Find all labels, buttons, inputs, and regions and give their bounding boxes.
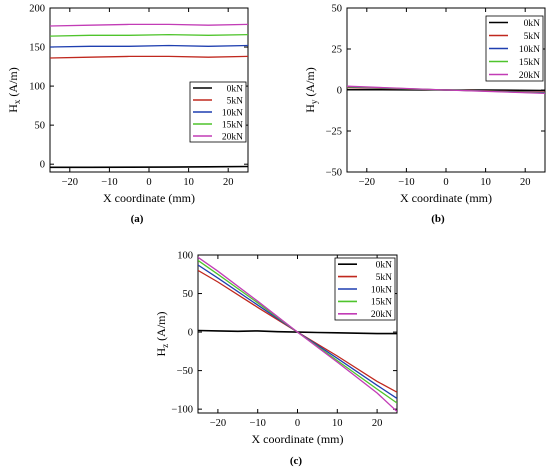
x-tick-label: 20 (372, 418, 383, 429)
x-tick-label: −10 (249, 418, 265, 429)
x-tick-label: 10 (332, 418, 343, 429)
legend: 0kN 5kN 10kN 15kN 20kN (189, 81, 247, 143)
series-line-0kN (50, 165, 248, 169)
legend-label-5kN: 5kN (376, 273, 393, 283)
x-tick-label: −10 (101, 177, 117, 188)
legend-label-0kN: 0kN (376, 261, 393, 271)
legend-label-5kN: 5kN (227, 96, 244, 106)
x-tick-label: 20 (520, 177, 531, 188)
x-tick-label: −20 (359, 177, 375, 188)
series-line-20kN (347, 85, 545, 95)
panel-label: (a) (131, 213, 144, 225)
panel-label: (b) (431, 213, 445, 225)
chart-panel-b: −20 −10 0 10 20 −50 −25 0 25 50 X coordinate (mm) H… (303, 4, 546, 225)
x-tick-label: −20 (210, 418, 226, 429)
y-tick-label: 50 (35, 121, 46, 132)
x-tick-label: −20 (62, 177, 78, 188)
series-line-5kN (50, 55, 248, 59)
y-tick-label: 100 (29, 82, 45, 93)
series-line-20kN (50, 23, 248, 27)
legend: 0kN 5kN 10kN 15kN 20kN (485, 15, 544, 82)
x-tick-label: 10 (183, 177, 194, 188)
legend-label-10kN: 10kN (519, 45, 540, 55)
y-axis-label: Hx (A/m) (6, 67, 22, 113)
x-tick-label: −10 (398, 177, 414, 188)
y-tick-label: 0 (188, 328, 193, 339)
legend-label-5kN: 5kN (524, 32, 541, 42)
y-tick-label: 50 (183, 289, 194, 300)
legend-label-20kN: 20kN (519, 71, 540, 81)
y-tick-label: 0 (337, 86, 342, 97)
y-tick-label: 50 (332, 4, 343, 15)
legend-label-15kN: 15kN (371, 298, 392, 308)
x-tick-label: 0 (295, 418, 300, 429)
x-tick-label: 20 (223, 177, 234, 188)
x-tick-label: 0 (146, 177, 151, 188)
x-axis-label: X coordinate (mm) (400, 191, 492, 205)
y-tick-label: 150 (29, 43, 45, 54)
y-tick-label: 100 (177, 251, 193, 262)
legend-label-20kN: 20kN (371, 310, 392, 320)
series-line-15kN (50, 33, 248, 37)
y-tick-label: −50 (177, 366, 193, 377)
legend-label-20kN: 20kN (222, 132, 243, 142)
y-tick-label: −25 (326, 127, 342, 138)
legend-label-0kN: 0kN (227, 84, 244, 94)
y-tick-label: −100 (171, 405, 193, 416)
legend-label-10kN: 10kN (222, 108, 243, 118)
x-axis-label: X coordinate (mm) (252, 432, 344, 446)
x-axis-label: X coordinate (mm) (103, 191, 195, 205)
y-axis-label: Hz (A/m) (154, 311, 170, 356)
series-line-20kN (198, 256, 397, 412)
legend-label-15kN: 15kN (222, 120, 243, 130)
legend-label-10kN: 10kN (371, 285, 392, 295)
x-tick-label: 0 (443, 177, 448, 188)
legend-label-15kN: 15kN (519, 58, 540, 68)
y-tick-label: 0 (40, 160, 45, 171)
x-tick-label: 10 (480, 177, 491, 188)
y-tick-label: 25 (332, 45, 343, 56)
y-tick-label: −50 (326, 168, 342, 179)
panel-label: (c) (290, 455, 303, 467)
legend: 0kN 5kN 10kN 15kN 20kN (334, 257, 396, 321)
series-line-10kN (50, 44, 248, 48)
legend-label-0kN: 0kN (524, 19, 541, 29)
y-tick-label: 200 (29, 4, 45, 15)
y-axis-label: Hy (A/m) (303, 67, 319, 113)
